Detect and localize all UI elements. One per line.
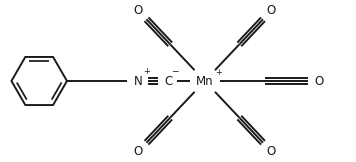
Text: O: O — [134, 145, 143, 158]
Text: O: O — [267, 4, 276, 17]
Text: O: O — [314, 75, 323, 87]
Text: +: + — [143, 67, 150, 76]
Text: +: + — [215, 68, 222, 77]
Text: C: C — [164, 75, 172, 87]
Text: −: − — [171, 67, 179, 76]
Text: O: O — [267, 145, 276, 158]
Text: O: O — [134, 4, 143, 17]
Text: Mn: Mn — [196, 75, 214, 87]
Text: N: N — [134, 75, 143, 87]
